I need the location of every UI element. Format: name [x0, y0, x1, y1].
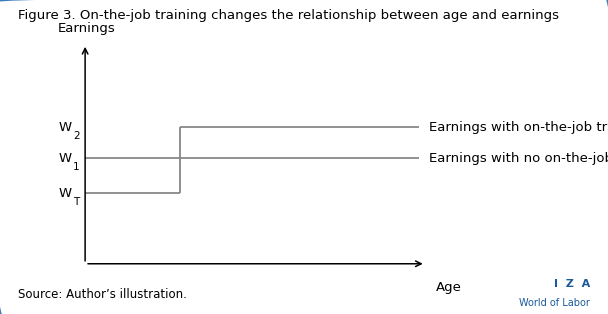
- Text: T: T: [73, 197, 80, 207]
- Text: I  Z  A: I Z A: [553, 279, 590, 289]
- Text: Earnings: Earnings: [58, 22, 116, 35]
- Text: Source: Author’s illustration.: Source: Author’s illustration.: [18, 289, 187, 301]
- Text: 2: 2: [73, 131, 80, 141]
- Text: 1: 1: [73, 162, 80, 172]
- Text: W: W: [58, 152, 72, 165]
- Text: Age: Age: [436, 281, 461, 294]
- Text: W: W: [58, 187, 72, 200]
- Text: Earnings with no on-the-job training: Earnings with no on-the-job training: [429, 152, 608, 165]
- Text: Figure 3. On-the-job training changes the relationship between age and earnings: Figure 3. On-the-job training changes th…: [18, 9, 559, 22]
- Text: W: W: [58, 121, 72, 134]
- Text: Earnings with on-the-job training: Earnings with on-the-job training: [429, 121, 608, 134]
- Text: World of Labor: World of Labor: [519, 298, 590, 308]
